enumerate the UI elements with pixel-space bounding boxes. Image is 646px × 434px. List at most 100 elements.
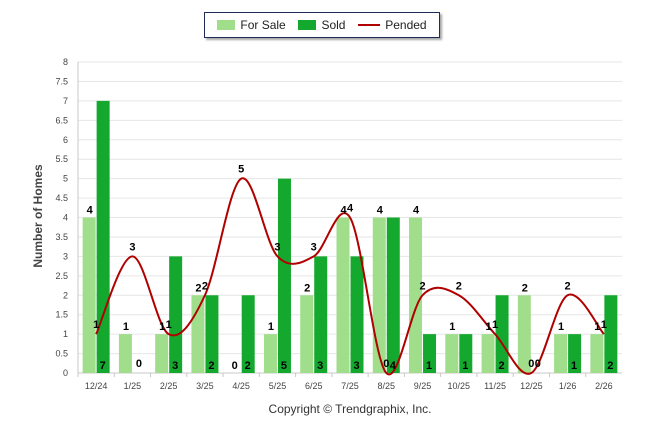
y-tick-label: 6.5 [55,115,68,125]
label-pended: 2 [456,280,462,292]
bar-sold [386,217,400,373]
label-sold: 5 [281,360,287,372]
bar-for-sale [300,295,314,373]
label-pended: 1 [492,319,498,331]
y-tick-label: 4.5 [55,193,68,203]
copyright-text: Copyright © Trendgraphix, Inc. [268,402,432,416]
x-tick-label: 1/25 [124,381,142,391]
x-tick-label: 9/25 [414,381,432,391]
bar-sold [169,256,183,373]
y-tick-label: 8 [63,57,68,67]
bars [82,100,618,373]
x-tick-label: 12/25 [520,381,543,391]
x-tick-label: 4/25 [232,381,250,391]
label-pended: 2 [565,280,571,292]
label-pended: 1 [166,319,172,331]
bar-sold [604,295,618,373]
y-tick-label: 0.5 [55,349,68,359]
label-for-sale: 2 [195,282,201,294]
label-sold: 3 [172,360,178,372]
x-tick-label: 6/25 [305,381,323,391]
x-tick-label: 8/25 [378,381,396,391]
x-tick-label: 11/25 [484,381,506,391]
label-sold: 1 [426,360,432,372]
y-tick-label: 3.5 [55,232,68,242]
bar-sold [423,334,437,373]
label-for-sale: 4 [377,205,384,217]
label-for-sale: 4 [87,205,94,217]
label-pended: 4 [347,203,354,215]
y-tick-label: 6 [63,135,68,145]
x-tick-label: 10/25 [448,381,471,391]
x-tick-label: 2/26 [595,381,613,391]
label-for-sale: 1 [268,321,274,333]
label-pended: 3 [311,241,317,253]
label-sold: 3 [317,360,323,372]
grid-lines [78,61,622,374]
bar-sold [314,256,328,373]
label-for-sale: 1 [159,321,165,333]
bar-sold [459,334,473,373]
bar-for-sale [263,334,277,373]
label-for-sale: 1 [123,321,129,333]
bar-sold [277,178,291,373]
x-tick-label: 1/26 [559,381,577,391]
bar-sold [241,295,255,373]
label-pended: 1 [93,319,99,331]
legend-item-sold[interactable]: Sold [298,18,345,32]
label-pended: 2 [202,280,208,292]
legend-item-pended[interactable]: Pended [358,18,427,32]
label-for-sale: 2 [304,282,310,294]
y-tick-label: 7.5 [55,76,68,86]
bar-for-sale [517,295,531,373]
label-sold: 2 [499,360,505,372]
bar-for-sale [191,295,205,373]
bar-for-sale [590,334,604,373]
bar-sold [568,334,582,373]
bar-for-sale [481,334,495,373]
y-tick-label: 1 [63,329,68,339]
label-for-sale: 1 [594,321,600,333]
x-tick-label: 5/25 [269,381,287,391]
label-pended: 3 [274,241,280,253]
label-pended: 5 [238,164,244,176]
label-pended: 1 [601,319,607,331]
legend-label-pended: Pended [385,18,427,32]
bar-sold [495,295,509,373]
label-for-sale: 1 [486,321,492,333]
pended-line [95,177,605,376]
y-tick-label: 3 [63,251,68,261]
y-tick-label: 0 [63,368,68,378]
label-sold: 4 [390,360,397,372]
legend-swatch-sold [298,20,317,30]
label-for-sale: 4 [413,205,420,217]
y-tick-label: 5.5 [55,154,68,164]
legend: For Sale Sold Pended [204,12,440,38]
label-for-sale: 4 [340,205,347,217]
bar-sold [350,256,364,373]
legend-item-for-sale[interactable]: For Sale [217,18,286,32]
label-sold: 7 [100,360,106,372]
label-pended: 0 [528,358,534,370]
x-tick-label: 7/25 [341,381,359,391]
x-tick-label: 2/25 [160,381,178,391]
y-tick-label: 1.5 [55,310,68,320]
bar-sold [205,295,219,373]
bar-for-sale [155,334,169,373]
label-pended: 0 [383,358,389,370]
bar-for-sale [336,217,350,373]
pended-line-layer [95,177,605,376]
legend-swatch-pended [358,24,381,26]
legend-label-for-sale: For Sale [240,18,286,32]
label-for-sale: 1 [449,321,455,333]
label-for-sale: 2 [522,282,528,294]
y-tick-label: 7 [63,96,68,106]
x-tick-label: 3/25 [196,381,214,391]
y-tick-label: 4 [63,213,68,223]
y-axis-label: Number of Homes [31,164,45,268]
label-sold: 2 [208,360,214,372]
bar-for-sale [82,217,96,373]
